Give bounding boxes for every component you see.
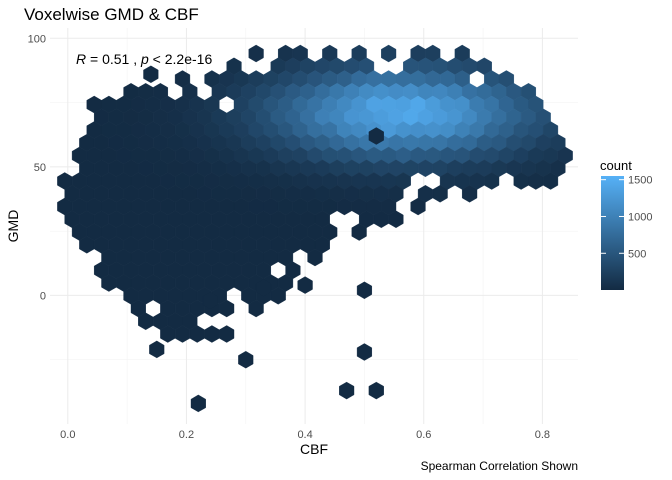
hex-bin [410,197,426,216]
hex-bin [307,248,323,267]
x-tick-label: 0.6 [416,429,431,441]
hex-bin [204,325,220,343]
y-tick-label: 0 [40,290,46,302]
hex-bin-sparse [368,381,384,400]
r-value: = 0.51 , [86,51,141,67]
x-axis-title: CBF [300,441,328,457]
hex-bin-sparse [190,394,206,413]
legend-ticks: 500 1000 1500 [601,175,652,260]
hex-bin-sparse [368,127,384,145]
x-tick-label: 0.4 [297,429,312,441]
chart-title: Voxelwise GMD & CBF [24,5,199,24]
x-tick-label: 0.0 [60,429,75,441]
x-tick-label: 0.8 [535,429,550,441]
hex-bin [219,299,235,318]
hex-bin [351,223,367,241]
legend: count 500 1000 1500 [600,158,652,290]
legend-tick-label: 1500 [628,175,652,187]
hex-bin-sparse [238,350,254,369]
y-tick-label: 100 [28,33,46,45]
x-tick-label: 0.2 [179,429,194,441]
y-axis-title: GMD [5,210,21,243]
hex-bin [543,172,559,190]
hex-bin-sparse [297,276,313,294]
x-axis: 0.0 0.2 0.4 0.6 0.8 [60,429,550,441]
hex-bin [381,44,397,63]
hex-bin [219,325,235,343]
r-symbol: R [76,51,86,67]
hex-bin [462,185,478,203]
hex-bin [388,210,404,229]
legend-tick-label: 1000 [628,211,652,223]
hex-layer [57,44,573,413]
caption: Spearman Correlation Shown [421,459,578,473]
legend-title: count [600,158,632,173]
hex-bin-sparse [356,281,372,300]
hex-bin-sparse [143,65,159,84]
legend-colorbar [601,176,624,290]
y-tick-label: 50 [34,162,46,174]
hex-bin-sparse [356,343,372,361]
hex-bin [484,172,500,190]
legend-tick-label: 500 [628,248,646,260]
y-axis: 0 50 100 [28,33,46,302]
correlation-annotation: R = 0.51 , p < 2.2e-16 [76,51,212,67]
p-symbol: p [140,51,149,67]
p-value: < 2.2e-16 [149,51,213,67]
hex-bin-sparse [339,381,355,400]
hex-bin-sparse [202,291,218,310]
hex-bin [432,185,448,203]
hex-bin [248,299,264,318]
hex-bin [248,44,264,63]
hex-bin-sparse [149,340,165,359]
hex-bin-sparse [256,278,272,297]
